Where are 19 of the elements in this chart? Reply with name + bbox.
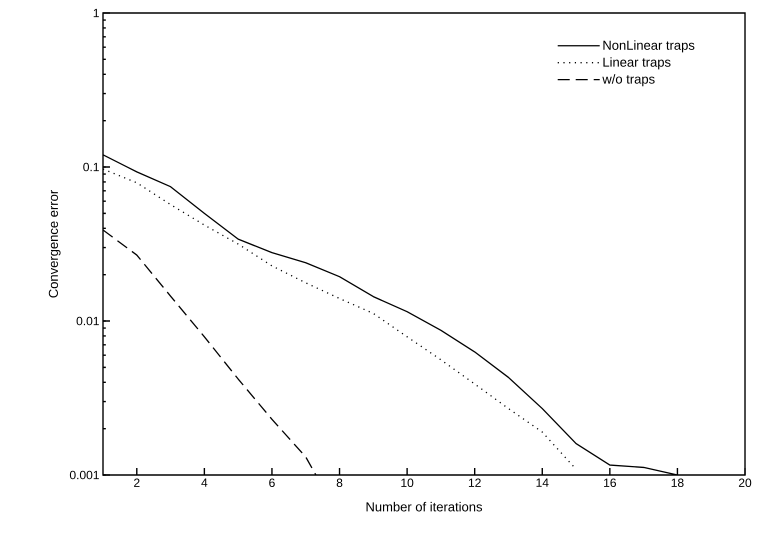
- x-tick-label: 16: [604, 478, 616, 488]
- x-axis-title: Number of iterations: [366, 502, 482, 512]
- x-tick-label: 12: [468, 478, 481, 487]
- y-axis-title: Convergence error: [48, 190, 61, 298]
- legend-label: w/o traps: [602, 74, 655, 86]
- x-tick-label: 6: [269, 478, 275, 488]
- x-tick-label: 10: [401, 478, 414, 488]
- legend-label: NonLinear traps: [603, 40, 694, 52]
- y-tick-label: 0.001: [70, 470, 99, 480]
- x-tick-label: 2: [134, 478, 140, 487]
- x-tick-label: 18: [672, 478, 684, 488]
- y-tick-label: 0.1: [83, 162, 99, 172]
- x-tick-label: 20: [738, 478, 752, 488]
- x-tick-label: 4: [201, 478, 208, 487]
- x-tick-label: 8: [336, 478, 342, 488]
- x-tick-label: 14: [536, 478, 549, 487]
- y-tick-label: 0.01: [76, 316, 99, 326]
- legend-label: Linear traps: [603, 57, 671, 70]
- y-tick-label: 1: [94, 8, 99, 18]
